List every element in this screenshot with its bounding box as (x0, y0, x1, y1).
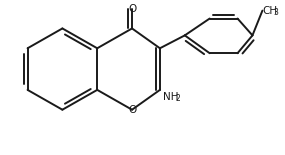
Text: 2: 2 (176, 94, 181, 103)
Text: 3: 3 (273, 8, 278, 17)
Text: O: O (128, 105, 136, 115)
Text: O: O (128, 4, 136, 14)
Text: CH: CH (262, 6, 278, 16)
Text: NH: NH (163, 92, 178, 102)
